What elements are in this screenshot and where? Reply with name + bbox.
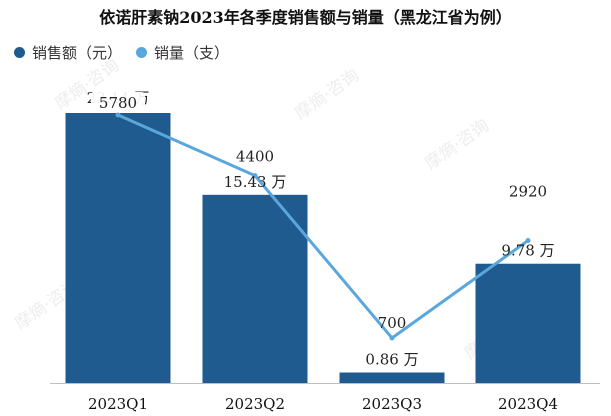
point-volume-2023Q4 — [525, 238, 531, 244]
legend-item-volume: 销量（支） — [136, 42, 229, 63]
watermark-text: 摩熵·咨询 — [421, 116, 493, 174]
data-label-sales-2023Q3: 0.86 万 — [365, 351, 418, 369]
x-tick-label-2023Q4: 2023Q4 — [498, 395, 558, 413]
x-tick-label-2023Q2: 2023Q2 — [225, 395, 285, 413]
data-label-bg-volume-2023Q1 — [91, 92, 145, 110]
legend-marker-volume — [136, 47, 148, 58]
data-label-volume-2023Q4: 2920 — [509, 183, 547, 201]
bar-sales-2023Q4 — [475, 263, 581, 383]
x-tick-label-2023Q1: 2023Q1 — [88, 395, 148, 413]
data-label-volume-2023Q2: 4400 — [236, 148, 274, 166]
bar-sales-2023Q1 — [65, 113, 171, 383]
data-label-volume-2023Q1: 5780 — [99, 94, 137, 112]
watermark-text: 摩熵·咨询 — [291, 66, 363, 124]
point-volume-2023Q1 — [115, 112, 121, 118]
bar-sales-2023Q2 — [202, 194, 308, 383]
chart-title: 依诺肝素钠2023年各季度销售额与销量（黑龙江省为例） — [99, 8, 512, 27]
point-volume-2023Q3 — [389, 335, 395, 341]
chart-legend: 销售额（元） 销量（支） — [14, 42, 243, 63]
x-tick-label-2023Q3: 2023Q3 — [362, 395, 422, 413]
legend-marker-sales — [14, 47, 25, 58]
legend-label-sales: 销售额（元） — [32, 44, 123, 62]
legend-item-sales: 销售额（元） — [14, 42, 122, 63]
line-volume — [117, 113, 529, 340]
data-label-volume-2023Q3: 700 — [378, 314, 407, 332]
point-volume-2023Q2 — [252, 173, 258, 179]
data-label-sales-2023Q2: 15.43 万 — [224, 173, 287, 191]
data-label-sales-2023Q4: 9.78 万 — [501, 242, 554, 260]
legend-label-volume: 销量（支） — [154, 44, 230, 62]
bar-sales-2023Q3 — [339, 372, 445, 383]
